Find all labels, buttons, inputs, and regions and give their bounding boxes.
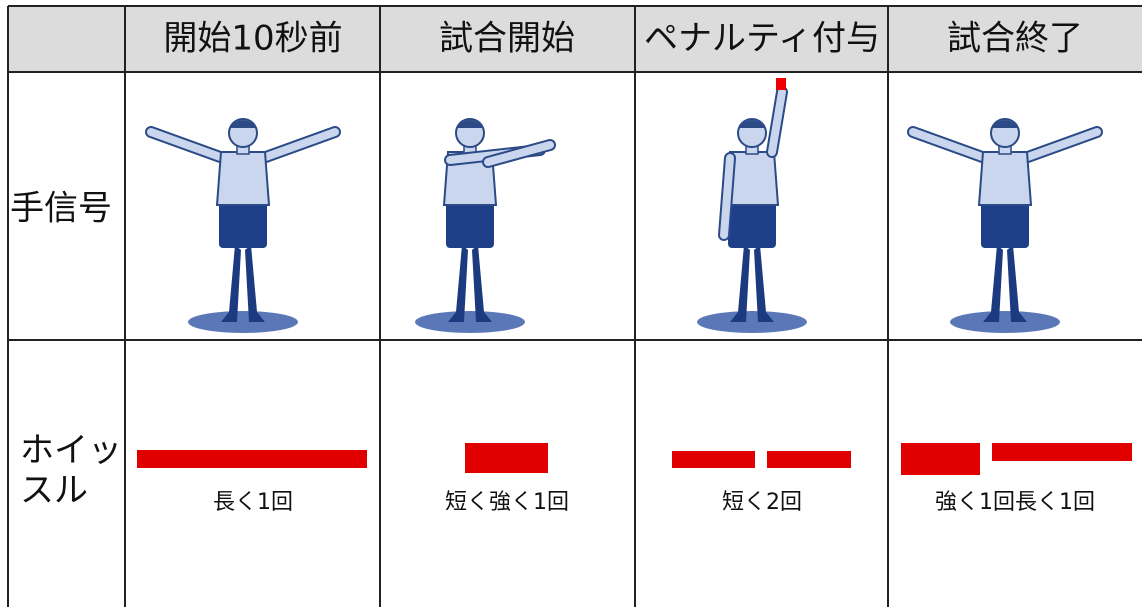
row-label: 手信号 bbox=[10, 189, 112, 229]
row-label: スル bbox=[20, 471, 88, 511]
whistle-label: 長く1回 bbox=[213, 490, 293, 515]
row-label: ホイッ bbox=[20, 431, 122, 471]
header: 試合終了 bbox=[947, 19, 1083, 59]
referee bbox=[913, 118, 1097, 334]
whistle-bars bbox=[137, 443, 1132, 475]
whistle-label: 強く1回長く1回 bbox=[935, 490, 1095, 515]
referee bbox=[696, 78, 808, 334]
referee bbox=[414, 118, 550, 334]
header: 開始10秒前 bbox=[163, 19, 342, 59]
header: ペナルティ付与 bbox=[644, 19, 880, 59]
referee bbox=[151, 118, 335, 334]
header-bg bbox=[8, 6, 1142, 72]
whistle-label: 短く強く1回 bbox=[445, 490, 569, 515]
grid bbox=[7, 5, 1142, 607]
whistle-label: 短く2回 bbox=[722, 490, 802, 515]
header: 試合開始 bbox=[439, 19, 575, 59]
